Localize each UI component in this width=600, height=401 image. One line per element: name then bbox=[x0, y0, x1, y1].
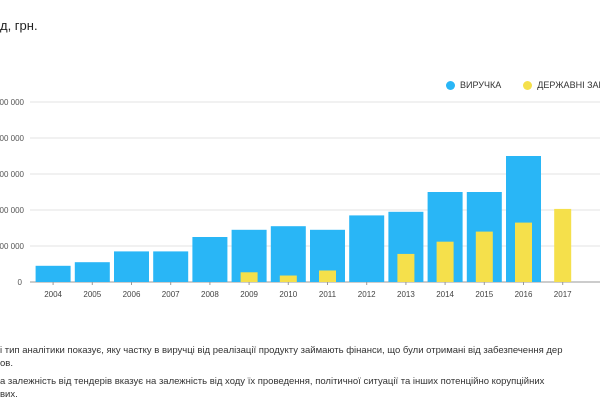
bar-procurement-2017 bbox=[554, 208, 572, 282]
x-tick-label: 2016 bbox=[515, 290, 533, 299]
bar-procurement-2011 bbox=[319, 270, 336, 282]
bar-revenue-2007 bbox=[153, 251, 189, 282]
note-1-line-1: і тип аналітики показує, яку частку в ви… bbox=[0, 345, 563, 356]
chart-legend: ВИРУЧКА ДЕРЖАВНІ ЗАКУ bbox=[446, 80, 600, 90]
x-tick-label: 2007 bbox=[162, 290, 180, 299]
bar-procurement-2014 bbox=[436, 241, 454, 282]
x-tick-label: 2010 bbox=[279, 290, 297, 299]
bar-revenue-2006 bbox=[114, 251, 149, 282]
bar-revenue-2012 bbox=[349, 215, 385, 282]
bar-revenue-2008 bbox=[192, 237, 228, 282]
legend-item-revenue[interactable]: ВИРУЧКА bbox=[446, 80, 501, 90]
y-tick-label: 0 bbox=[18, 278, 23, 287]
bar-procurement-2010 bbox=[279, 275, 297, 282]
bar-revenue-2010 bbox=[270, 226, 306, 282]
x-tick-label: 2005 bbox=[83, 290, 101, 299]
note-1-line-2: ов. bbox=[0, 358, 13, 369]
x-tick-label: 2008 bbox=[201, 290, 219, 299]
note-2-line-1: а залежність від тендерів вказує на зале… bbox=[0, 376, 545, 387]
x-tick-label: 2013 bbox=[397, 290, 415, 299]
legend-swatch-revenue bbox=[446, 80, 455, 90]
legend-item-procurement[interactable]: ДЕРЖАВНІ ЗАКУ bbox=[523, 80, 600, 90]
y-tick-label: 00 000 bbox=[0, 134, 25, 143]
bar-procurement-2013 bbox=[397, 253, 415, 282]
legend-swatch-procurement bbox=[523, 80, 533, 90]
legend-label-revenue: ВИРУЧКА bbox=[460, 80, 502, 90]
x-tick-label: 2009 bbox=[240, 290, 258, 299]
bar-procurement-2009 bbox=[240, 272, 258, 282]
y-tick-label: 00 000 bbox=[0, 206, 25, 215]
bar-chart: 00 000 00 000 00 000 00 000 00 000 0 2004 2005 2… bbox=[0, 98, 600, 299]
x-tick-label: 2014 bbox=[436, 290, 454, 299]
x-tick-label: 2004 bbox=[44, 290, 62, 299]
legend-label-procurement: ДЕРЖАВНІ ЗАКУ bbox=[537, 80, 600, 90]
note-paragraph-2: а залежність від тендерів вказує на зале… bbox=[0, 375, 600, 401]
chart-title: д, грн. bbox=[0, 18, 38, 33]
x-tick-label: 2006 bbox=[123, 290, 141, 299]
y-tick-label: 00 000 bbox=[0, 242, 25, 251]
x-tick-label: 2011 bbox=[319, 290, 337, 299]
x-tick-label: 2012 bbox=[358, 290, 376, 299]
x-tick-label: 2017 bbox=[554, 290, 572, 299]
x-tick-label: 2015 bbox=[475, 290, 493, 299]
note-2-line-2: вих. bbox=[0, 389, 18, 400]
bar-procurement-2016 bbox=[515, 222, 532, 282]
y-tick-label: 00 000 bbox=[0, 170, 25, 179]
y-tick-label: 00 000 bbox=[0, 98, 25, 107]
bar-revenue-2004 bbox=[35, 265, 71, 282]
bar-procurement-2015 bbox=[475, 231, 493, 282]
note-paragraph-1: і тип аналітики показує, яку частку в ви… bbox=[0, 344, 600, 370]
bar-revenue-2005 bbox=[74, 262, 110, 282]
